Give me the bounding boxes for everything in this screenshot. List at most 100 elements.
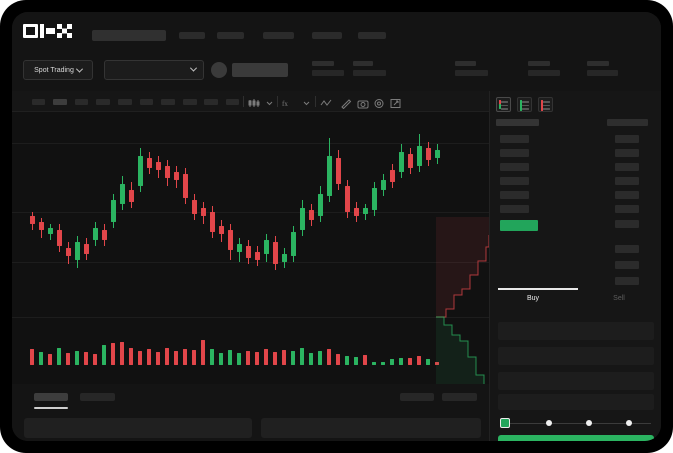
gridline bbox=[12, 317, 489, 318]
orderbook-mode-asks[interactable] bbox=[538, 97, 553, 112]
orderbook-row[interactable] bbox=[500, 163, 529, 171]
slider-handle[interactable] bbox=[500, 418, 510, 428]
chevron-down-icon[interactable] bbox=[265, 96, 274, 114]
price-chart[interactable] bbox=[12, 112, 489, 384]
timeframe-button[interactable] bbox=[75, 99, 88, 105]
tab-order-history[interactable] bbox=[80, 393, 115, 401]
nav-item-4[interactable] bbox=[312, 32, 342, 39]
volume-bar bbox=[120, 342, 124, 365]
orders-action-1[interactable] bbox=[400, 393, 434, 401]
orderbook-row[interactable] bbox=[615, 277, 639, 285]
orderbook-row[interactable] bbox=[500, 191, 529, 199]
nav-item-2[interactable] bbox=[217, 32, 244, 39]
orderbook-row[interactable] bbox=[615, 149, 639, 157]
orderbook-row[interactable] bbox=[500, 135, 529, 143]
nav-item-5[interactable] bbox=[358, 32, 386, 39]
orderbook-row[interactable] bbox=[615, 261, 639, 269]
amount-percent-slider[interactable] bbox=[498, 418, 654, 428]
active-tab-underline bbox=[34, 407, 68, 409]
orderbook-row[interactable] bbox=[500, 205, 529, 213]
order-field-extra[interactable] bbox=[498, 394, 654, 410]
top-navigation-bar bbox=[12, 12, 661, 49]
settings-gear-icon[interactable] bbox=[373, 96, 385, 114]
volume-bar bbox=[372, 362, 376, 365]
orderbook-row[interactable] bbox=[500, 177, 529, 185]
timeframe-button[interactable] bbox=[118, 99, 132, 105]
orderbook-row[interactable] bbox=[615, 220, 639, 228]
slider-tick[interactable] bbox=[626, 420, 632, 426]
volume-bar bbox=[291, 351, 295, 365]
candle-body bbox=[426, 148, 431, 160]
candle-body bbox=[399, 152, 404, 172]
timeframe-button[interactable] bbox=[226, 99, 239, 105]
timeframe-button[interactable] bbox=[32, 99, 45, 105]
volume-bar bbox=[390, 359, 394, 365]
candlestick-chart-icon[interactable] bbox=[248, 96, 260, 114]
candle-body bbox=[435, 150, 440, 158]
timeframe-button[interactable] bbox=[183, 99, 197, 105]
volume-bar bbox=[147, 349, 151, 365]
orderbook-row[interactable] bbox=[615, 191, 639, 199]
volume-bar bbox=[435, 362, 439, 365]
candle-body bbox=[237, 244, 242, 252]
okx-logo[interactable] bbox=[23, 24, 72, 38]
indicators-icon[interactable]: fx bbox=[281, 96, 295, 114]
candle-body bbox=[183, 174, 188, 198]
timeframe-button[interactable] bbox=[96, 99, 110, 105]
tab-buy[interactable]: Buy bbox=[526, 295, 540, 302]
toolbar-divider bbox=[277, 96, 278, 107]
candle-body bbox=[273, 242, 278, 264]
nav-item-1[interactable] bbox=[179, 32, 205, 39]
orderbook-row-highlighted[interactable] bbox=[500, 220, 538, 231]
depth-chart-svg bbox=[436, 217, 489, 384]
orders-tabbar bbox=[12, 384, 489, 412]
orderbook-header-right bbox=[607, 119, 648, 126]
volume-bar bbox=[210, 349, 214, 365]
orderbook-row[interactable] bbox=[615, 205, 639, 213]
volume-bar bbox=[426, 359, 430, 365]
line-chart-icon[interactable] bbox=[320, 96, 333, 114]
orders-panel-right[interactable] bbox=[261, 418, 481, 438]
orderbook-mode-both[interactable] bbox=[496, 97, 511, 112]
brush-icon[interactable] bbox=[340, 96, 352, 114]
orderbook-row[interactable] bbox=[615, 135, 639, 143]
timeframe-button[interactable] bbox=[161, 99, 175, 105]
candle-body bbox=[327, 156, 332, 196]
chart-toolbar: fx bbox=[12, 91, 489, 112]
orders-panel-left[interactable] bbox=[24, 418, 252, 438]
orders-action-2[interactable] bbox=[442, 393, 477, 401]
timeframe-button[interactable] bbox=[204, 99, 218, 105]
tab-sell[interactable]: Sell bbox=[613, 295, 625, 302]
candle-body bbox=[372, 188, 377, 210]
timeframe-button-active[interactable] bbox=[53, 99, 67, 105]
search-input[interactable] bbox=[92, 30, 166, 41]
tab-open-orders[interactable] bbox=[34, 393, 68, 401]
candle-body bbox=[48, 228, 53, 234]
orderbook-row[interactable] bbox=[615, 245, 639, 253]
orderbook-mode-bids[interactable] bbox=[517, 97, 532, 112]
orderbook-row[interactable] bbox=[615, 177, 639, 185]
volume-bar bbox=[39, 352, 43, 365]
slider-tick[interactable] bbox=[586, 420, 592, 426]
timeframe-button[interactable] bbox=[140, 99, 153, 105]
toolbar-divider bbox=[315, 96, 316, 107]
chevron-down-icon[interactable] bbox=[302, 96, 311, 114]
avatar[interactable] bbox=[211, 62, 227, 78]
candle-body bbox=[417, 146, 422, 166]
trading-pair-select[interactable] bbox=[104, 60, 204, 80]
order-field-price[interactable] bbox=[498, 322, 654, 340]
orderbook-row[interactable] bbox=[500, 149, 529, 157]
fullscreen-icon[interactable] bbox=[390, 96, 402, 114]
submit-buy-button[interactable] bbox=[498, 435, 654, 441]
nav-item-3[interactable] bbox=[263, 32, 294, 39]
slider-tick[interactable] bbox=[546, 420, 552, 426]
orderbook-row[interactable] bbox=[615, 163, 639, 171]
volume-bar bbox=[381, 362, 385, 365]
camera-icon[interactable] bbox=[357, 96, 369, 114]
candle-body bbox=[120, 184, 125, 204]
order-field-amount[interactable] bbox=[498, 347, 654, 365]
volume-bar bbox=[165, 348, 169, 365]
order-field-total[interactable] bbox=[498, 372, 654, 390]
spot-trading-dropdown[interactable]: Spot Trading bbox=[23, 60, 93, 80]
